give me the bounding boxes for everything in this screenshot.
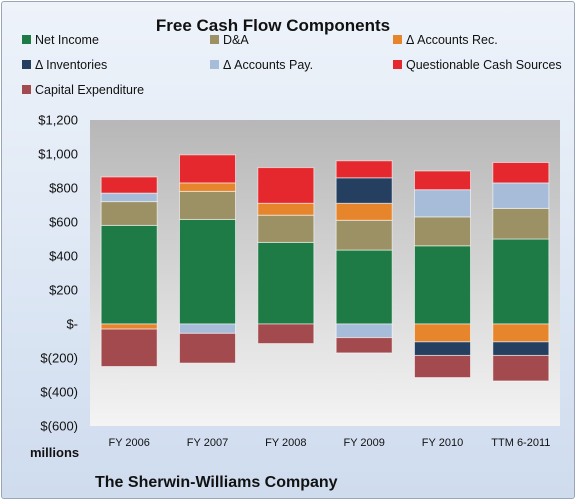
bar-questionable-cash-sources — [492, 162, 550, 184]
bar-questionable-cash-sources — [179, 154, 236, 184]
bar-d-a — [414, 216, 471, 247]
bar-accounts-pay — [414, 189, 471, 218]
company-name: The Sherwin-Williams Company — [95, 474, 338, 491]
bar-d-a — [492, 207, 550, 240]
plot-area — [90, 120, 560, 426]
bar-d-a — [179, 190, 236, 220]
bar-d-a — [100, 201, 158, 226]
legend-label-capital-expenditure: Capital Expenditure — [35, 83, 144, 97]
y-tick-label: $- — [66, 317, 78, 332]
bar-capital-expenditure — [257, 323, 315, 345]
legend-swatch-capital-expenditure — [22, 85, 31, 94]
legend-label-inventories: Δ Inventories — [35, 58, 107, 72]
bar-accounts-rec — [492, 323, 550, 343]
y-tick-label: $200 — [49, 283, 78, 298]
legend-swatch-accounts-pay — [210, 60, 219, 69]
y-tick-label: $(600) — [40, 419, 78, 434]
bar-inventories — [414, 341, 471, 356]
bar-capital-expenditure — [179, 332, 236, 364]
bar-net-income — [179, 218, 236, 325]
legend-swatch-accounts-rec — [393, 35, 402, 44]
bar-net-income — [492, 238, 550, 325]
x-tick-label: FY 2009 — [343, 437, 384, 449]
bar-capital-expenditure — [335, 337, 393, 354]
y-tick-label: $1,000 — [38, 147, 78, 162]
x-tick-label: FY 2006 — [108, 437, 149, 449]
bar-net-income — [257, 241, 315, 325]
legend-swatch-inventories — [22, 60, 31, 69]
bar-accounts-rec — [335, 202, 393, 221]
bar-net-income — [335, 249, 393, 325]
legend-swatch-questionable-cash-sources — [393, 60, 402, 69]
bar-questionable-cash-sources — [100, 176, 158, 194]
x-tick-label: FY 2007 — [187, 437, 228, 449]
legend-swatch-d-a — [210, 35, 219, 44]
unit-label: millions — [30, 445, 79, 460]
y-tick-label: $(200) — [40, 351, 78, 366]
bar-questionable-cash-sources — [335, 160, 393, 179]
bar-accounts-pay — [179, 323, 236, 334]
y-tick-label: $800 — [49, 181, 78, 196]
bar-accounts-rec — [257, 202, 315, 216]
bar-d-a — [257, 214, 315, 243]
bar-accounts-pay — [100, 192, 158, 203]
chart-title: Free Cash Flow Components — [156, 16, 390, 35]
legend-label-questionable-cash-sources: Questionable Cash Sources — [406, 58, 562, 72]
bar-accounts-rec — [414, 323, 471, 343]
bar-questionable-cash-sources — [414, 170, 471, 191]
legend-label-d-a: D&A — [223, 33, 249, 47]
bar-capital-expenditure — [492, 354, 550, 382]
bar-inventories — [492, 341, 550, 356]
bar-accounts-rec — [179, 182, 236, 192]
bar-net-income — [100, 224, 158, 325]
legend-label-accounts-pay: Δ Accounts Pay. — [223, 58, 313, 72]
bar-d-a — [335, 219, 393, 251]
bar-accounts-pay — [492, 182, 550, 209]
bar-capital-expenditure — [414, 354, 471, 379]
x-tick-label: FY 2010 — [422, 437, 463, 449]
bar-net-income — [414, 245, 471, 325]
legend-label-net-income: Net Income — [35, 33, 99, 47]
x-tick-label: FY 2008 — [265, 437, 306, 449]
bar-accounts-rec — [100, 323, 158, 330]
y-tick-label: $600 — [49, 215, 78, 230]
y-tick-label: $400 — [49, 249, 78, 264]
x-tick-label: TTM 6-2011 — [491, 437, 550, 449]
bar-inventories — [335, 177, 393, 204]
bar-questionable-cash-sources — [257, 167, 315, 204]
y-tick-label: $(400) — [40, 385, 78, 400]
bar-accounts-pay — [335, 323, 393, 339]
legend-swatch-net-income — [22, 35, 31, 44]
bar-capital-expenditure — [100, 328, 158, 368]
legend-label-accounts-rec: Δ Accounts Rec. — [406, 33, 498, 47]
y-tick-label: $1,200 — [38, 113, 78, 128]
